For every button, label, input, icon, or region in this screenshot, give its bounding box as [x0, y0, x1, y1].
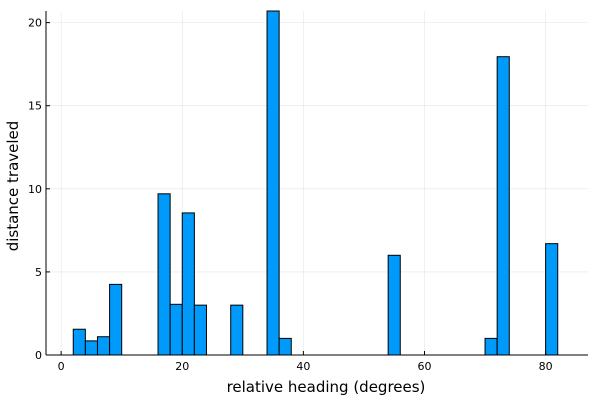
axes — [45, 11, 588, 356]
bar — [484, 337, 498, 356]
bar — [96, 336, 111, 356]
bar — [230, 304, 244, 356]
x-tick-label: 60 — [417, 360, 431, 373]
bar — [387, 254, 401, 356]
bar — [278, 337, 292, 356]
x-tick-label: 40 — [296, 360, 310, 373]
y-tick-label: 15 — [28, 100, 42, 113]
bar — [266, 10, 280, 356]
bar — [84, 340, 98, 356]
bar — [72, 328, 86, 356]
y-tick-label: 10 — [28, 183, 42, 196]
bar — [545, 243, 559, 356]
bar — [193, 304, 207, 356]
bar — [181, 212, 195, 356]
bar — [109, 283, 123, 356]
x-axis-label: relative heading (degrees) — [227, 378, 426, 396]
bar — [157, 193, 171, 356]
bar — [496, 56, 510, 356]
bar — [169, 303, 183, 356]
x-tick-label: 0 — [58, 360, 65, 373]
bars — [72, 10, 559, 356]
x-tick-label: 20 — [175, 360, 189, 373]
y-axis-label: distance traveled — [4, 121, 22, 252]
y-tick-label: 0 — [35, 349, 42, 362]
y-tick-label: 20 — [28, 17, 42, 30]
tick-labels: 0 20 40 60 80 0 5 10 15 20 — [28, 17, 553, 373]
y-tick-label: 5 — [35, 266, 42, 279]
x-tick-label: 80 — [539, 360, 553, 373]
